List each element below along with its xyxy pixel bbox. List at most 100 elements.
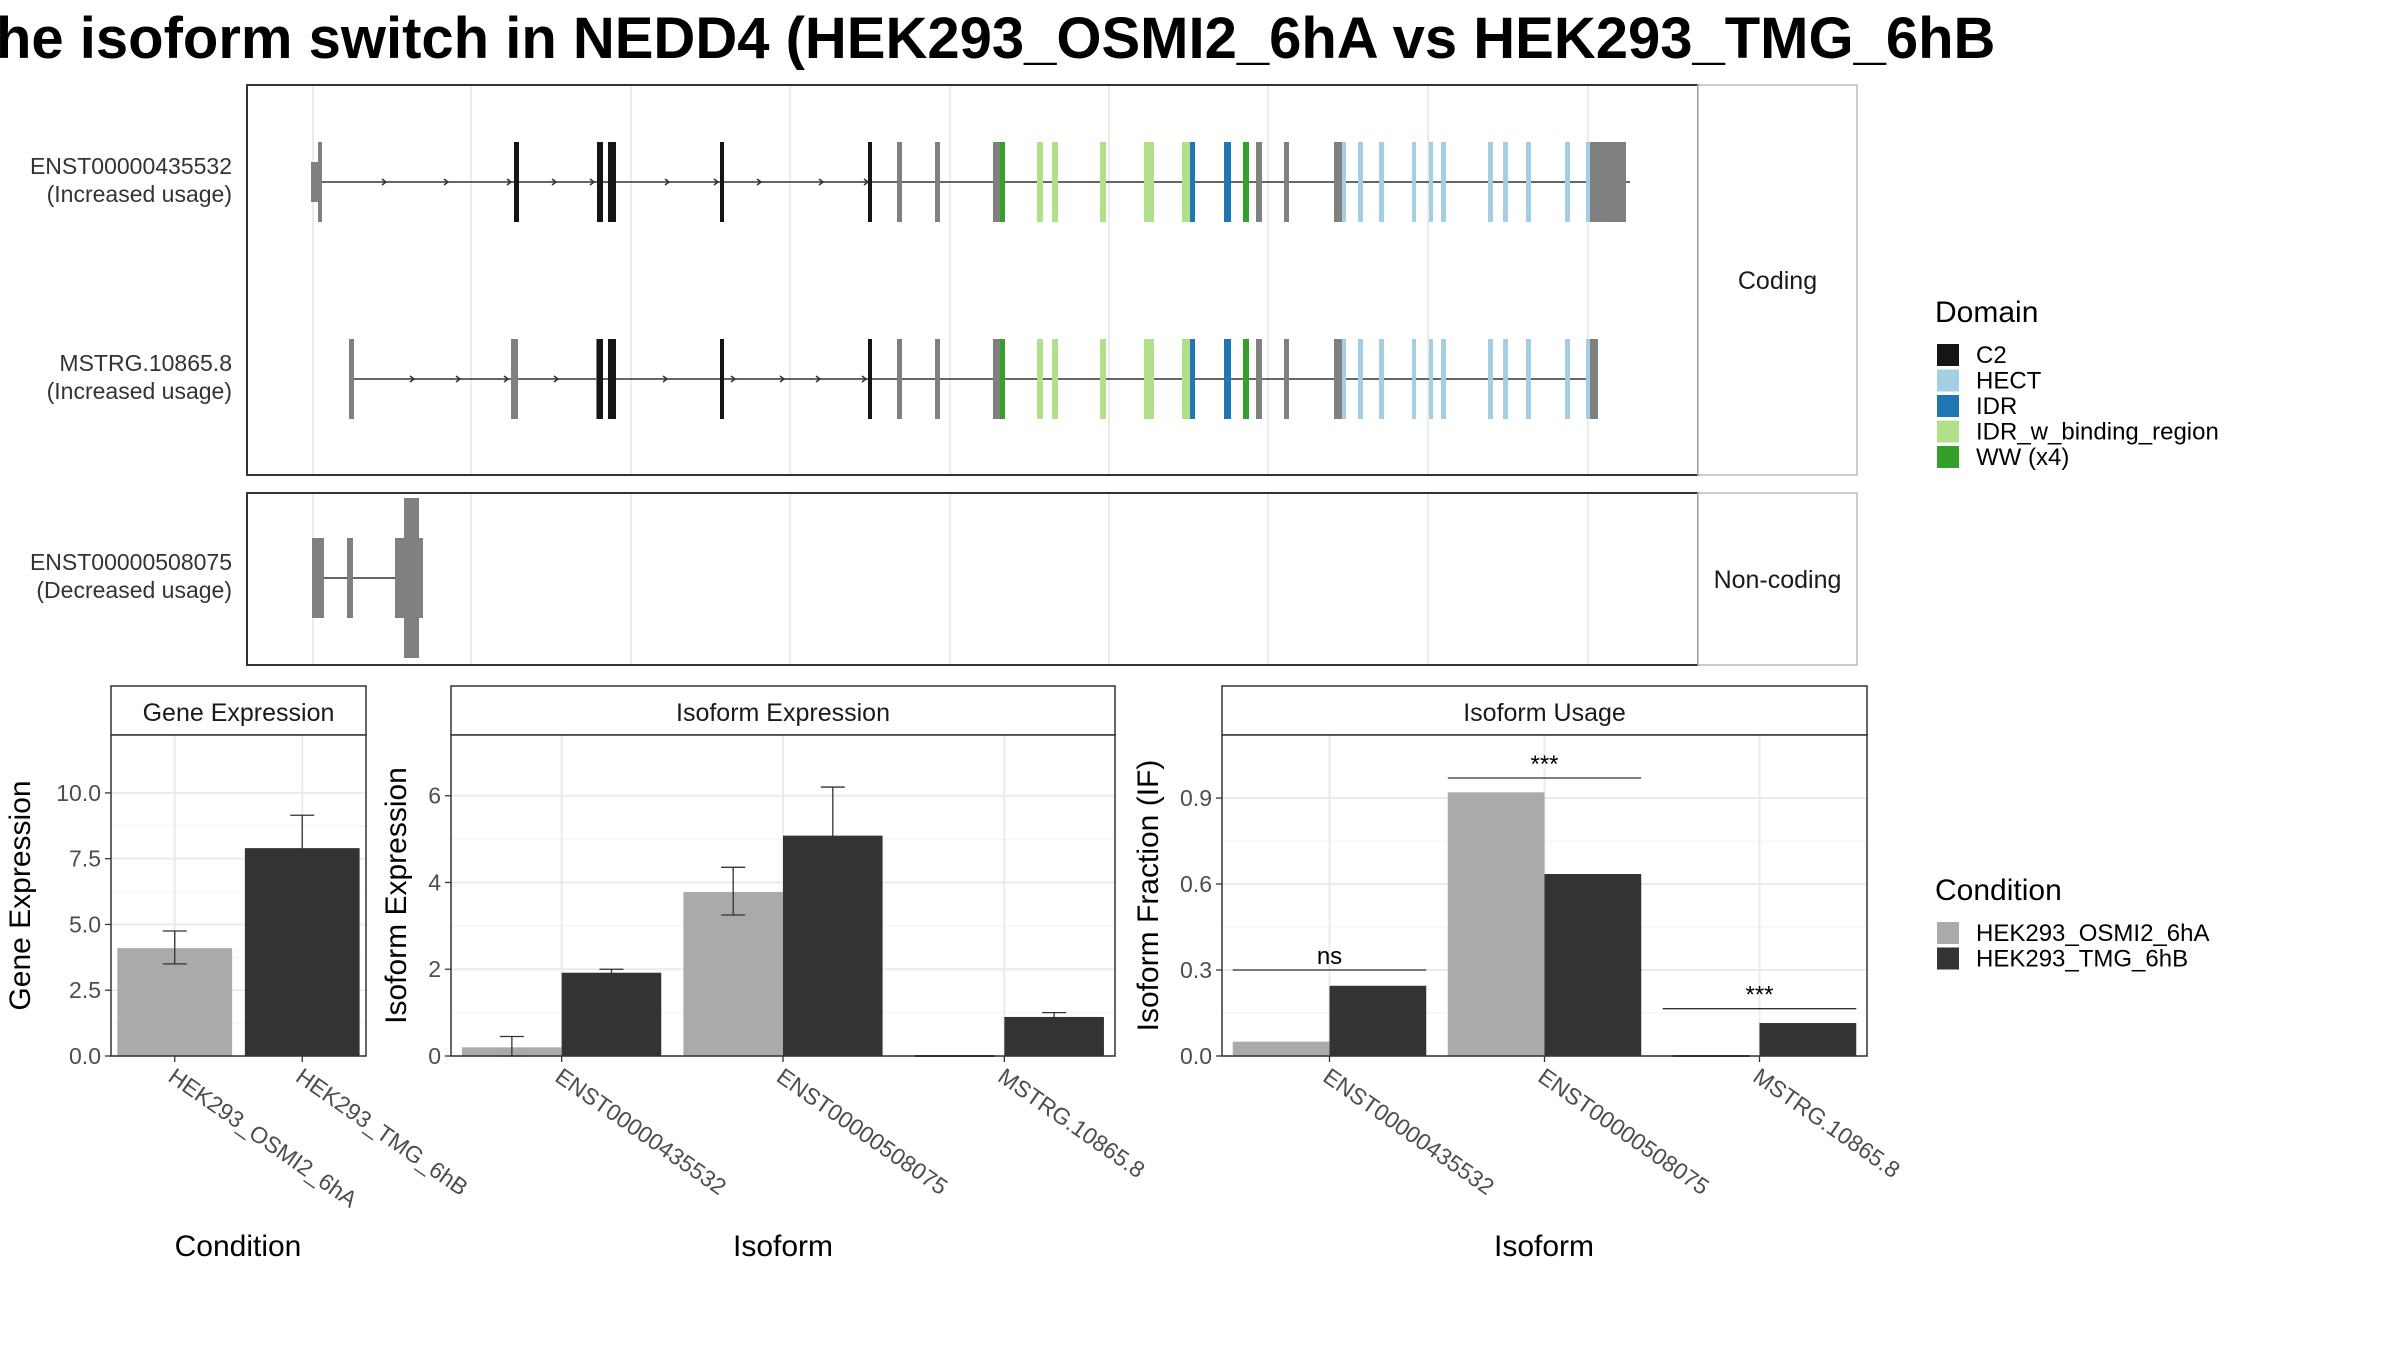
- bar-HEK293_TMG_6hB-ENST00000435532: [561, 972, 662, 1056]
- exon-idr-w-binding-region: [1182, 339, 1190, 419]
- direction-arrow: [381, 178, 388, 186]
- exon-idr: [1190, 142, 1195, 222]
- exon-c2: [868, 339, 872, 419]
- x-axis-title: Isoform: [733, 1230, 833, 1263]
- exon-idr: [1224, 339, 1231, 419]
- exon-utr: [1590, 142, 1626, 222]
- exon-idr: [1190, 339, 1195, 419]
- y-axis-title: Gene Expression: [4, 780, 37, 1010]
- bar-HEK293_TMG_6hB-MSTRG.10865.8: [1759, 1023, 1857, 1056]
- direction-arrow: [730, 375, 737, 383]
- exon-idr-w-binding-region: [1100, 142, 1106, 222]
- exon-hect: [1503, 142, 1508, 222]
- legend-key-condition: [1937, 922, 1959, 944]
- domain-legend-title: Domain: [1935, 296, 2038, 329]
- facet-strip: [1697, 492, 1858, 666]
- panel-background: [247, 85, 1698, 475]
- bar-HEK293_OSMI2_6hA-ENST00000508075: [1447, 792, 1545, 1056]
- y-tick-label: 2: [428, 956, 441, 982]
- exon-hect: [1342, 142, 1346, 222]
- direction-arrow: [863, 178, 870, 186]
- exon-hect: [1488, 142, 1493, 222]
- exon-non-domain-exon: [311, 162, 319, 202]
- legend-label: HEK293_TMG_6hB: [1976, 946, 2188, 973]
- x-tick-label: ENST00000435532: [1319, 1063, 1499, 1200]
- facet-strip-label: Non-coding: [1714, 566, 1842, 594]
- noncoding-panel: Non-coding: [246, 492, 1858, 666]
- x-tick-label: MSTRG.10865.8: [993, 1063, 1149, 1183]
- transcript-usage-label: (Increased usage): [47, 181, 232, 207]
- exon-non-domain-exon: [1256, 142, 1262, 222]
- condition-legend-title: Condition: [1935, 874, 2062, 907]
- x-tick-label: ENST00000435532: [551, 1063, 731, 1200]
- exon-hect: [1379, 142, 1384, 222]
- exon-idr-w-binding-region: [1037, 142, 1043, 222]
- bar-HEK293_TMG_6hB-ENST00000508075: [1544, 874, 1642, 1056]
- exon-c2: [608, 339, 614, 419]
- legend-key-hect: [1937, 369, 1959, 392]
- exon: [347, 538, 353, 618]
- legend-key-c2: [1937, 344, 1959, 366]
- exon-idr-w-binding-region: [1052, 339, 1058, 419]
- exon-orf: [404, 498, 419, 658]
- exon-non-domain-exon: [318, 142, 322, 222]
- x-axis-title: Isoform: [1494, 1230, 1594, 1263]
- chart-isoform-usage: Isoform Usage ns *** *** 0.0 0.3 0.6 0.9 ENST000…: [1132, 685, 1905, 1263]
- y-tick-label: 0.9: [1180, 785, 1212, 811]
- direction-arrow: [664, 178, 671, 186]
- exon-hect: [1358, 142, 1363, 222]
- legend-label: HECT: [1976, 368, 2042, 395]
- direction-arrow: [443, 178, 450, 186]
- transcript-usage-label: (Decreased usage): [36, 577, 232, 603]
- direction-arrow: [861, 375, 868, 383]
- direction-arrow: [713, 178, 720, 186]
- direction-arrow: [409, 375, 416, 383]
- y-tick-label: 2.5: [69, 977, 101, 1003]
- legend-key-idr: [1937, 395, 1959, 417]
- exon-non-domain-exon: [349, 339, 354, 419]
- legend-label: IDR_w_binding_region: [1976, 419, 2219, 446]
- direction-arrow: [553, 375, 560, 383]
- exon-c2: [720, 142, 724, 222]
- significance-label: ns: [1317, 943, 1342, 970]
- exon-hect: [1441, 339, 1446, 419]
- exon-ww--x4-: [1000, 339, 1005, 419]
- facet-strip: [450, 685, 1116, 736]
- direction-arrow: [756, 178, 763, 186]
- bar-HEK293_TMG_6hB: [244, 848, 360, 1056]
- panel-background: [247, 493, 1698, 665]
- exon-c2: [612, 142, 616, 222]
- direction-arrow: [662, 375, 669, 383]
- exon-non-domain-exon: [897, 339, 902, 419]
- y-tick-label: 7.5: [69, 846, 101, 872]
- exon-c2: [597, 142, 603, 222]
- exon-c2: [612, 339, 616, 419]
- x-axis-title: Condition: [175, 1230, 302, 1263]
- legend-label: WW (x4): [1976, 444, 2069, 471]
- y-tick-label: 5.0: [69, 911, 101, 937]
- direction-arrow: [506, 178, 513, 186]
- exon-hect: [1565, 339, 1570, 419]
- exon-hect: [1429, 339, 1433, 419]
- y-tick-label: 0.6: [1180, 871, 1212, 897]
- exon-non-domain-exon: [1590, 339, 1598, 419]
- exon-non-domain-exon: [1334, 339, 1342, 419]
- facet-strip-label: Coding: [1738, 267, 1817, 295]
- exon-non-domain-exon: [897, 142, 902, 222]
- exon-idr-w-binding-region: [1100, 339, 1106, 419]
- legend-key-idr-w-binding-region: [1937, 420, 1959, 443]
- bar-HEK293_TMG_6hB-ENST00000435532: [1329, 985, 1427, 1056]
- exon: [312, 538, 324, 618]
- legend-key-condition: [1937, 947, 1959, 970]
- y-tick-label: 0: [428, 1043, 441, 1069]
- x-tick-label: ENST00000508075: [772, 1063, 952, 1200]
- legend-key-ww--x4-: [1937, 446, 1959, 468]
- exon-c2: [514, 142, 519, 222]
- exon-ww--x4-: [1243, 339, 1249, 419]
- exon-non-domain-exon: [1334, 142, 1342, 222]
- x-tick-label: MSTRG.10865.8: [1749, 1063, 1905, 1183]
- exon-hect: [1441, 142, 1446, 222]
